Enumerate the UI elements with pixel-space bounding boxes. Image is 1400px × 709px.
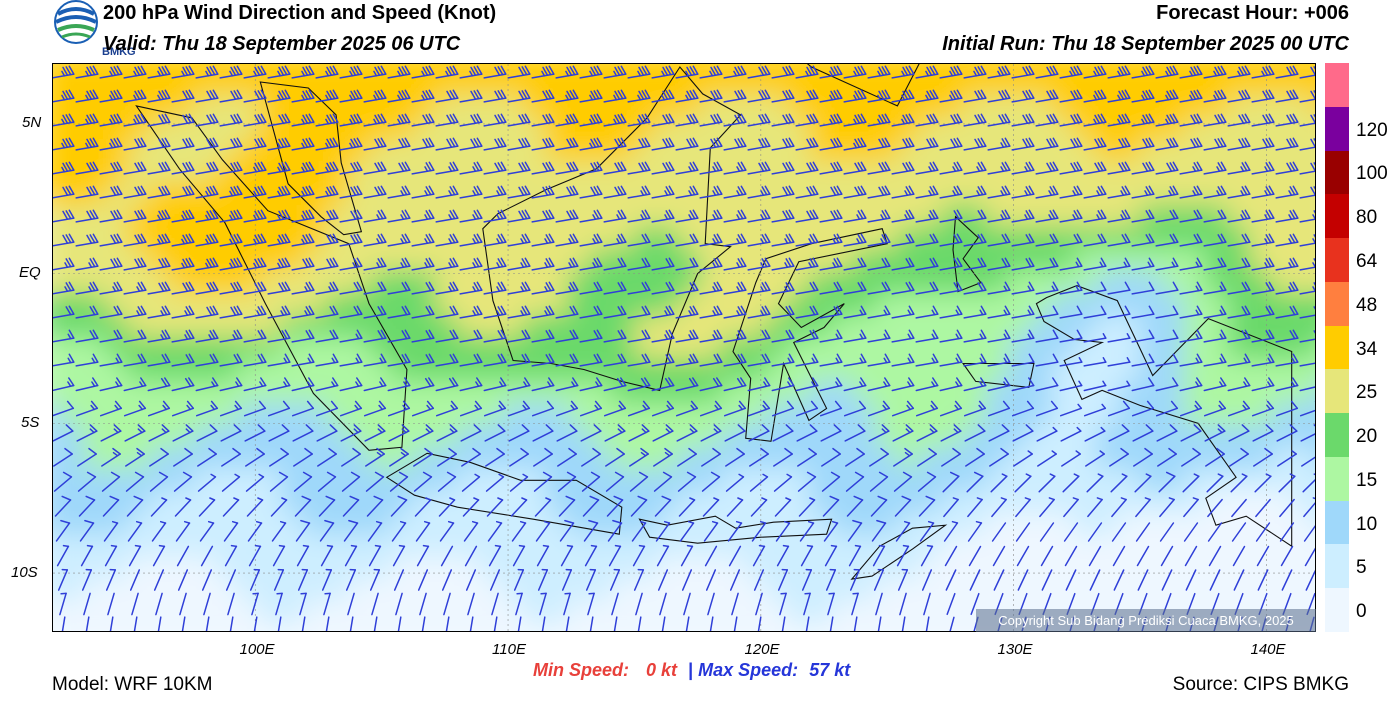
speed-summary: Min Speed: 0 kt | Max Speed: 57 kt: [533, 660, 850, 681]
speed-shading: [53, 64, 1315, 631]
legend-swatch: [1325, 588, 1349, 633]
speed-cell: [1293, 182, 1315, 210]
speed-cell: [1293, 160, 1315, 188]
legend-swatch: [1325, 325, 1349, 370]
legend-swatch: [1325, 63, 1349, 108]
lon-tick-110e: 110E: [492, 641, 526, 658]
legend-label: 5: [1356, 557, 1367, 579]
lat-tick-eq: EQ: [19, 264, 41, 281]
legend-label: 80: [1356, 207, 1378, 229]
max-speed-label: Max Speed:: [698, 660, 799, 680]
legend-label: 34: [1356, 338, 1378, 360]
wind-map: [52, 63, 1316, 632]
legend-swatch: [1325, 194, 1349, 239]
chart-title: 200 hPa Wind Direction and Speed (Knot): [103, 2, 497, 24]
legend-label: 48: [1356, 294, 1378, 316]
wind-speed-field: [53, 64, 1315, 631]
speed-cell: [1293, 226, 1315, 254]
legend-swatch: [1325, 413, 1349, 458]
forecast-hour: Forecast Hour: +006: [1156, 2, 1349, 24]
lon-tick-120e: 120E: [744, 641, 780, 658]
speed-cell: [1293, 270, 1315, 298]
lat-tick-5n: 5N: [22, 114, 42, 131]
speed-cell: [501, 116, 529, 144]
legend-swatch: [1325, 500, 1349, 545]
legend-label: 120: [1356, 119, 1388, 141]
legend-label: 100: [1356, 163, 1388, 185]
source-label: Source: CIPS BMKG: [1172, 674, 1349, 695]
min-speed-label: Min Speed:: [533, 660, 630, 680]
model-label: Model: WRF 10KM: [52, 674, 213, 695]
legend-swatch: [1325, 238, 1349, 283]
speed-cell: [1293, 94, 1315, 122]
legend-label: 15: [1356, 469, 1378, 491]
color-legend: [1325, 63, 1349, 633]
max-speed-value: 57 kt: [809, 660, 851, 680]
speed-cell: [1293, 138, 1315, 166]
speed-cell: [1293, 204, 1315, 232]
valid-time: Valid: Thu 18 September 2025 06 UTC: [103, 33, 461, 55]
lon-tick-100e: 100E: [239, 641, 275, 658]
speed-separator: |: [688, 660, 694, 680]
speed-cell: [1293, 72, 1315, 100]
legend-swatch: [1325, 456, 1349, 502]
legend-swatch: [1325, 106, 1349, 152]
lat-tick-10s: 10S: [11, 564, 38, 581]
speed-cell: [1029, 116, 1057, 144]
bmkg-logo: BMKG: [50, 0, 136, 60]
min-speed-value: 0 kt: [646, 660, 678, 680]
speed-cell: [1293, 116, 1315, 144]
legend-swatch: [1325, 150, 1349, 195]
legend-label: 64: [1356, 250, 1378, 272]
logo-text: BMKG: [102, 46, 136, 58]
copyright-notice: Copyright Sub Bidang Prediksi Cuaca BMKG…: [976, 609, 1316, 632]
lon-tick-140e: 140E: [1250, 641, 1286, 658]
legend-swatch: [1325, 281, 1349, 327]
legend-label: 25: [1356, 382, 1378, 404]
lon-tick-130e: 130E: [997, 641, 1033, 658]
legend-label: 0: [1356, 601, 1367, 623]
lat-tick-5s: 5S: [21, 414, 40, 431]
legend-swatch: [1325, 369, 1349, 414]
legend-label: 10: [1356, 513, 1378, 535]
legend-swatch: [1325, 544, 1349, 589]
initial-run: Initial Run: Thu 18 September 2025 00 UT…: [942, 33, 1349, 55]
legend-label: 20: [1356, 426, 1378, 448]
